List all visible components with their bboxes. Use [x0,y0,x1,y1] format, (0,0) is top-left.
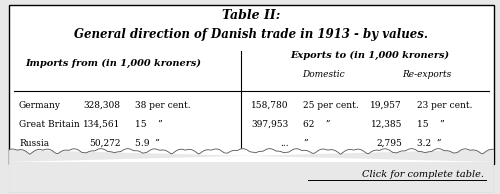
Polygon shape [9,149,494,193]
Text: ...: ... [280,139,288,148]
Text: ”: ” [304,139,308,148]
Text: Russia: Russia [19,139,49,148]
Text: 19,957: 19,957 [370,101,402,110]
Polygon shape [9,152,494,193]
Text: 158,780: 158,780 [251,101,288,110]
Text: 2,795: 2,795 [376,139,402,148]
Text: Imports from (in 1,000 kroners): Imports from (in 1,000 kroners) [25,59,201,68]
Text: 15    ”: 15 ” [417,120,445,129]
Text: Domestic: Domestic [302,70,344,79]
Text: 134,561: 134,561 [83,120,120,129]
Text: Exports to (in 1,000 kroners): Exports to (in 1,000 kroners) [290,51,450,60]
Text: 397,953: 397,953 [251,120,288,129]
Text: 328,308: 328,308 [84,101,120,110]
Text: Germany: Germany [19,101,61,110]
Text: 5.9  ”: 5.9 ” [135,139,160,148]
FancyBboxPatch shape [9,5,494,164]
Text: 15    ”: 15 ” [135,120,163,129]
Text: 12,385: 12,385 [370,120,402,129]
Text: Great Britain: Great Britain [19,120,80,129]
Text: 23 per cent.: 23 per cent. [417,101,472,110]
Text: 62    ”: 62 ” [304,120,331,129]
Text: 25 per cent.: 25 per cent. [304,101,359,110]
Text: Click for complete table.: Click for complete table. [362,170,484,179]
Text: 3.2  ”: 3.2 ” [417,139,442,148]
Text: Re-exports: Re-exports [402,70,452,79]
Text: General direction of Danish trade in 1913 - by values.: General direction of Danish trade in 191… [74,28,428,41]
Text: 38 per cent.: 38 per cent. [135,101,191,110]
Text: Table II:: Table II: [222,9,280,22]
Polygon shape [9,149,494,162]
Text: 50,272: 50,272 [89,139,120,148]
